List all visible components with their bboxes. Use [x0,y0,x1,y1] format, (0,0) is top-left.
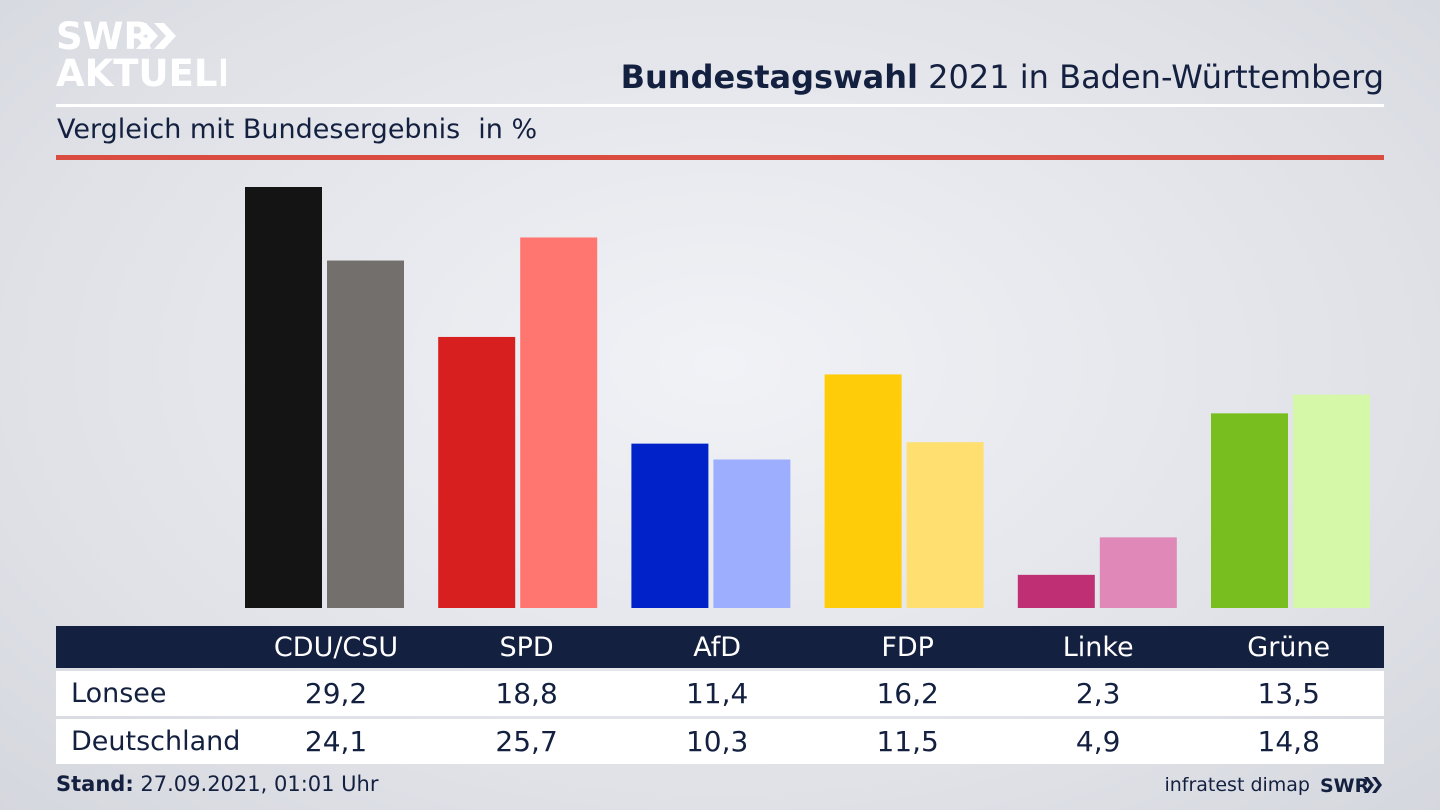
results-table: CDU/CSU SPD AfD FDP Linke Grüne Lonsee 2… [56,626,1384,764]
table-cell: 18,8 [495,677,558,710]
bar-linke-deutschland [1099,537,1177,608]
title-rest: 2021 in Baden-Württemberg [917,58,1384,96]
table-cell: 13,5 [1257,677,1320,710]
table-cell: 29,2 [304,677,368,710]
stand-value: 27.09.2021, 01:01 Uhr [133,772,379,796]
small-logo-text: SWR [1320,775,1370,797]
timestamp: Stand: 27.09.2021, 01:01 Uhr [56,772,379,796]
bar-fdp-lonsee [824,374,902,608]
table-cell: 11,4 [685,677,749,710]
unit-label: in % [478,114,538,145]
table-cell: 25,7 [495,725,558,758]
col-header: SPD [499,631,554,663]
subtitle-text: Vergleich mit Bundesergebnis [57,114,461,145]
header-divider [56,104,1384,107]
bar-afd-lonsee [631,443,709,608]
bar-fdp-deutschland [906,442,984,608]
bar-spd-lonsee [438,336,516,608]
bar-cdu-csu-lonsee [245,187,322,608]
bar-gr-ne-deutschland [1293,394,1370,608]
row-label: Lonsee [71,678,167,709]
logo-line-1: SWR [56,18,152,58]
col-header: Linke [1062,631,1134,663]
data-source: infratest dimap [1164,774,1310,796]
swr-small-logo: SWR [1320,775,1382,797]
table-cell: 2,3 [1075,677,1121,710]
row-label: Deutschland [71,726,241,757]
table-cell: 16,2 [876,677,939,710]
table-cell: 11,5 [876,725,939,758]
col-header: Grüne [1247,631,1331,663]
col-header: AfD [693,631,742,663]
bar-gr-ne-lonsee [1211,413,1288,608]
logo-line-2: AKTUELL [56,52,226,90]
swr-aktuell-logo: SWR AKTUELL [56,18,226,90]
table-cell: 4,9 [1075,725,1121,758]
table-row: Deutschland 24,1 25,7 10,3 11,5 4,9 14,8 [56,719,1384,764]
bar-cdu-csu-deutschland [327,260,404,608]
bar-spd-deutschland [520,237,598,608]
table-row: Lonsee 29,2 18,8 11,4 16,2 2,3 13,5 [56,671,1384,716]
title-bold: Bundestagswahl [620,58,918,96]
page-title: Bundestagswahl 2021 in Baden-Württemberg [621,58,1384,96]
table-header-row: CDU/CSU SPD AfD FDP Linke Grüne [56,626,1384,668]
small-chevrons-icon [1364,777,1382,793]
table-cell: 14,8 [1257,725,1320,758]
table-cell: 10,3 [685,725,749,758]
col-header: FDP [881,631,934,663]
chart-subtitle: Vergleich mit Bundesergebnis in % [57,114,537,145]
stand-label: Stand: [56,772,134,796]
logo-chevrons-icon [136,23,176,49]
accent-divider [56,155,1384,160]
table-cell: 24,1 [304,725,368,758]
bar-linke-lonsee [1017,574,1095,608]
bar-afd-deutschland [713,459,791,608]
col-header: CDU/CSU [273,631,399,663]
